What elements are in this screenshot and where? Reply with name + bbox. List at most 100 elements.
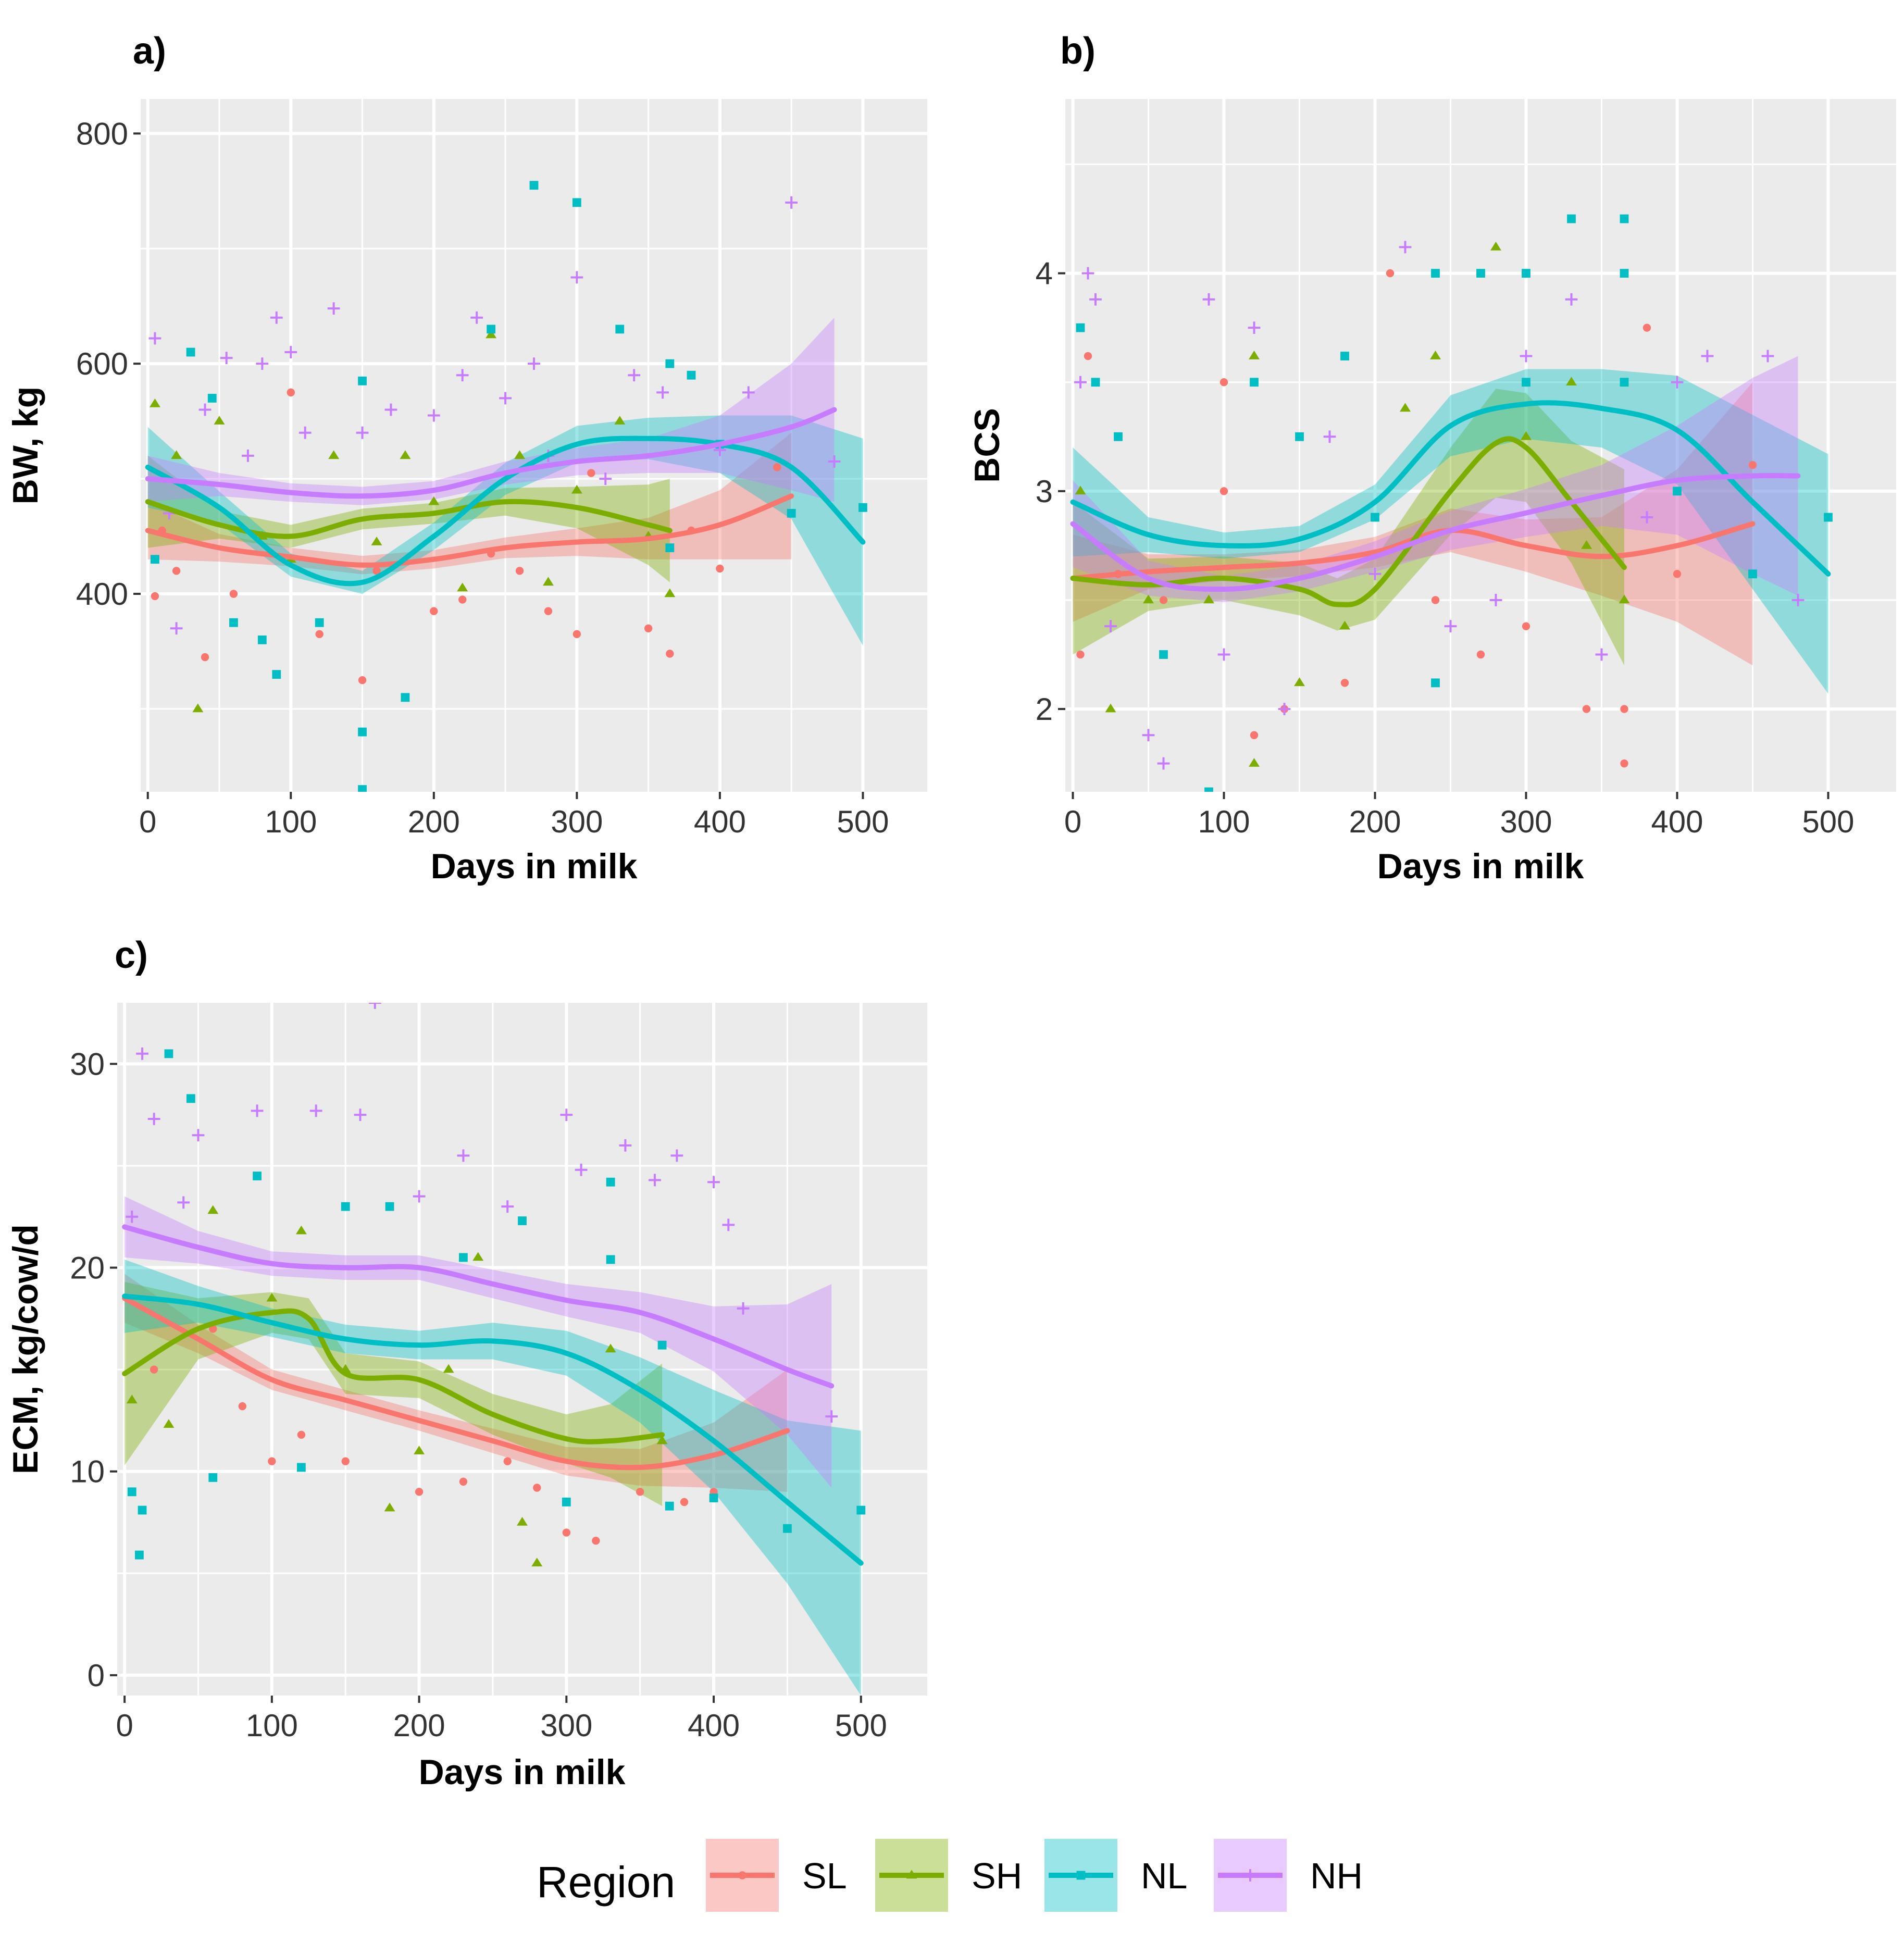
point-SL [238, 1402, 247, 1411]
point-NH [1368, 567, 1382, 580]
point-SL [1076, 650, 1085, 659]
point-SL [315, 630, 323, 639]
panel-b-ticks: 0 100 200 300 400 500 2 3 4 [1036, 256, 1855, 839]
point-SH [192, 703, 204, 713]
point-NH [1671, 376, 1684, 389]
ribbon-SH [147, 455, 670, 582]
point-SH [266, 1292, 278, 1302]
point-SH [1143, 594, 1154, 604]
point-NH [251, 1104, 264, 1117]
point-NH [828, 455, 841, 468]
point-NH [1202, 293, 1215, 306]
point-SL [172, 567, 181, 575]
point-NL [229, 618, 238, 627]
point-NL [1522, 269, 1530, 278]
point-NL [164, 1049, 173, 1059]
point-NH [599, 472, 612, 485]
point-NH [737, 1302, 750, 1315]
point-SH [1490, 241, 1501, 251]
x-tick-label: 100 [265, 804, 317, 839]
point-NH [1217, 648, 1230, 661]
x-tick-label: 100 [246, 1708, 298, 1743]
panel-c-y-axis-title: ECM, kg/cow/d [6, 1224, 45, 1474]
x-tick-label: 200 [408, 804, 460, 839]
point-SH [472, 1252, 484, 1261]
panel-a-tag: a) [133, 30, 166, 72]
smooth-line-SH [122, 1308, 665, 1445]
point-NL [687, 370, 696, 380]
point-SL [459, 1477, 468, 1486]
point-SL [1084, 352, 1092, 360]
point-SH [514, 450, 526, 459]
point-NL [1371, 513, 1379, 522]
panel-a-background [141, 99, 927, 792]
point-NH [628, 369, 641, 382]
point-NL [358, 785, 367, 792]
point-SH [531, 1558, 543, 1567]
point-NL [665, 543, 675, 553]
panel-a-ticks: 0 100 200 300 400 500 400 600 800 [76, 116, 889, 839]
point-NL [1476, 269, 1485, 278]
point-NL [1824, 513, 1833, 522]
point-NL [127, 1487, 136, 1497]
point-NH [825, 1410, 838, 1423]
point-NL [1159, 650, 1168, 659]
point-SH [1105, 703, 1116, 713]
point-NH [1640, 511, 1653, 524]
point-SH [1400, 403, 1411, 412]
y-tick-label: 0 [88, 1658, 105, 1693]
point-SH [126, 1394, 138, 1404]
panel-a-smooth-lines [145, 407, 866, 587]
y-tick-label: 400 [76, 577, 128, 612]
point-NL [856, 1505, 866, 1515]
point-NL [1091, 378, 1100, 387]
point-SH [1203, 594, 1214, 604]
point-NH [198, 403, 211, 416]
y-tick-label: 3 [1036, 474, 1053, 509]
x-tick-label: 0 [139, 804, 156, 839]
point-SL [773, 463, 781, 471]
ribbon-SL [1073, 382, 1753, 666]
point-NH [457, 1149, 470, 1162]
point-NL [138, 1505, 147, 1515]
point-NH [148, 332, 161, 345]
point-NL [487, 325, 496, 334]
point-NL [1431, 269, 1440, 278]
point-NL [1114, 432, 1123, 441]
point-SL [415, 1488, 424, 1496]
point-SH [1581, 540, 1592, 549]
legend-label: NH [1310, 1856, 1363, 1896]
point-NH [1701, 350, 1714, 363]
point-NH [284, 346, 297, 358]
point-SL [151, 592, 159, 601]
point-SL [287, 388, 295, 397]
point-NL [1748, 569, 1757, 579]
point-SL [503, 1457, 512, 1465]
point-SH [1566, 377, 1577, 386]
point-NH [356, 426, 369, 439]
point-SL [372, 567, 381, 575]
point-NL [572, 198, 581, 207]
smooth-line-NH [145, 407, 837, 499]
point-NL [1295, 432, 1304, 441]
x-tick-label: 300 [1500, 804, 1552, 839]
point-NL [787, 508, 796, 518]
point-SL [533, 1484, 541, 1492]
point-SH [1249, 351, 1260, 359]
point-NL [1673, 487, 1682, 496]
point-NH [1081, 267, 1094, 280]
panel-c-tag: c) [115, 935, 148, 976]
y-tick-label: 800 [76, 116, 128, 151]
point-SH [384, 1502, 395, 1512]
point-SH [1249, 758, 1260, 767]
point-NH [298, 426, 312, 439]
point-SH [1521, 431, 1532, 440]
ribbon-SH [125, 1281, 663, 1506]
point-NL [135, 1550, 144, 1560]
point-SL [201, 653, 209, 662]
point-SH [207, 1205, 219, 1214]
point-NL [401, 693, 410, 702]
point-NH [1399, 241, 1412, 254]
point-SL [1620, 705, 1628, 713]
x-tick-label: 200 [393, 1708, 445, 1743]
